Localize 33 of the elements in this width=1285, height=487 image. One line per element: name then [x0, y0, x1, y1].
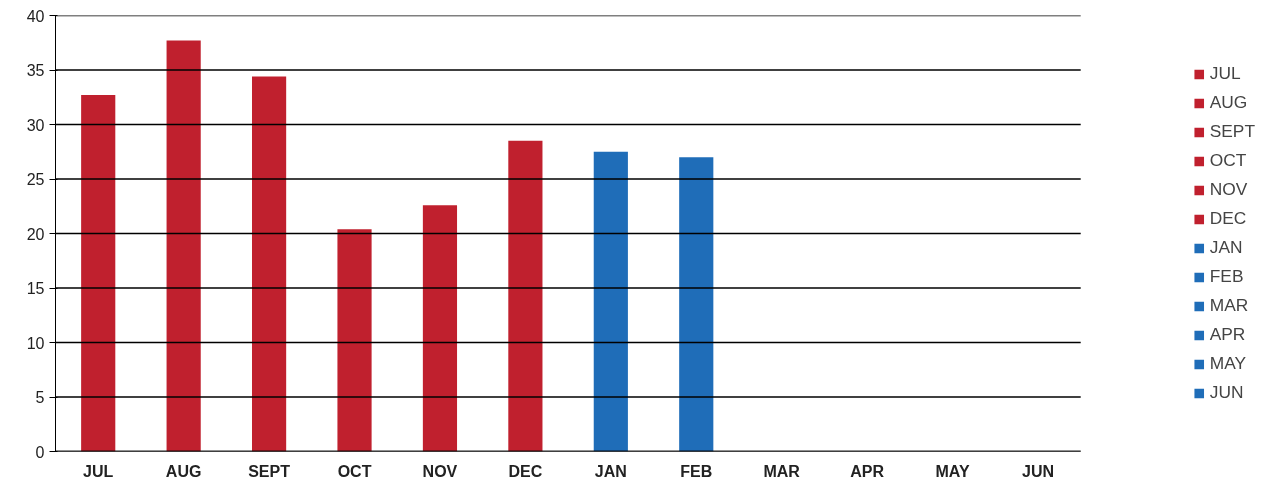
y-tick-label: 30	[26, 116, 45, 134]
legend-label: JAN	[1209, 237, 1244, 258]
legend-label: NOV	[1209, 179, 1249, 200]
x-tick-label: NOV	[422, 462, 458, 480]
legend-label: MAR	[1209, 295, 1250, 316]
x-tick-label: APR	[850, 462, 885, 480]
x-tick-label: DEC	[508, 462, 543, 480]
x-tick-label: MAY	[935, 462, 970, 480]
legend-label: FEB	[1209, 266, 1245, 287]
legend-label: SEPT	[1209, 121, 1255, 142]
x-tick-label: AUG	[165, 462, 202, 480]
x-tick-label: FEB	[680, 462, 713, 480]
x-tick-label: JAN	[594, 462, 627, 480]
legend-label: AUG	[1209, 92, 1249, 113]
legend-label: OCT	[1209, 150, 1248, 171]
x-tick-label: SEPT	[248, 462, 291, 480]
legend-label: MAY	[1209, 353, 1247, 374]
y-tick-label: 0	[35, 443, 45, 461]
y-tick-label: 40	[26, 7, 45, 25]
y-tick-label: 25	[26, 171, 45, 188]
y-tick-label: 10	[26, 334, 45, 352]
y-tick-label: 15	[26, 280, 45, 297]
y-tick-label: 20	[26, 225, 45, 243]
x-tick-label: JUN	[1021, 462, 1054, 480]
x-tick-label: JUL	[83, 462, 114, 480]
legend-label: JUN	[1209, 382, 1245, 403]
legend-label: DEC	[1209, 208, 1248, 229]
y-tick-label: 35	[26, 62, 45, 79]
x-tick-label: MAR	[763, 462, 801, 480]
legend-label: APR	[1209, 324, 1247, 345]
x-tick-label: OCT	[337, 462, 372, 480]
legend-label: JUL	[1209, 63, 1242, 84]
y-tick-label: 5	[35, 389, 45, 406]
